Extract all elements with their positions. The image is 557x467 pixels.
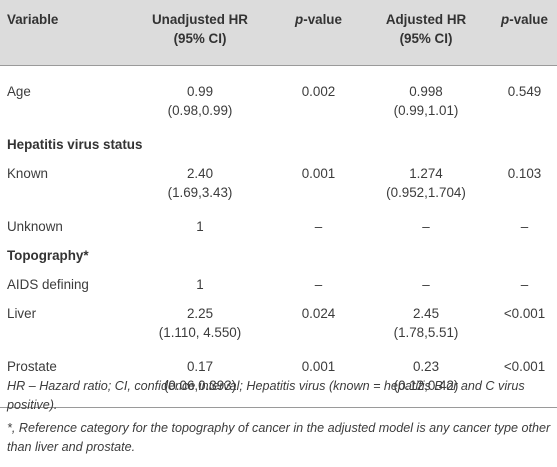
cell-unadjusted-hr: 0.99 (0.98,0.99) — [123, 66, 277, 130]
cell-adjusted-hr: – — [422, 277, 430, 292]
cell-unadjusted-hr: 0.17 (0.06,0.393) — [123, 351, 277, 408]
cell-p-value-1: 0.024 — [301, 306, 336, 321]
cell-adjusted-hr: – — [422, 219, 430, 234]
cell-p-value-1: 0.001 — [277, 351, 360, 408]
cell-unadjusted-hr: 1 — [196, 219, 204, 234]
unadj-hr-value: 2.25 — [186, 306, 214, 321]
cell-unadjusted-hr: 1 — [196, 277, 204, 292]
cell-adjusted-hr: 1.274 (0.952,1.704) — [360, 158, 492, 211]
adj-ci-value: (0.952,1.704) — [386, 185, 466, 200]
cell-adjusted-hr: 0.998 (0.99,1.01) — [360, 66, 492, 130]
cell-p-value-2: 0.549 — [507, 84, 542, 99]
unadj-ci-value: (0.98,0.99) — [167, 103, 233, 118]
header-p2-italic: p — [501, 12, 510, 27]
table-section-hepatitis: Hepatitis virus status — [0, 129, 557, 158]
hazard-ratio-table-container: Variable Unadjusted HR (95% CI) p-value … — [0, 0, 557, 408]
header-p2-rest: -value — [509, 12, 548, 27]
cell-variable: Prostate — [0, 351, 123, 408]
adj-hr-value: 1.274 — [409, 166, 443, 181]
adj-ci-value: (0.12,0.42) — [393, 378, 459, 393]
adj-ci-value: (1.78,5.51) — [393, 325, 459, 340]
header-p-value-2: p-value — [492, 0, 557, 66]
header-p1-rest: -value — [303, 12, 342, 27]
header-variable: Variable — [0, 0, 123, 66]
hazard-ratio-table: Variable Unadjusted HR (95% CI) p-value … — [0, 0, 557, 408]
unadj-ci-value: (0.06,0.393) — [163, 378, 237, 393]
table-row-prostate: Prostate 0.17 (0.06,0.393) 0.001 0.23 (0.1… — [0, 351, 557, 408]
table-row-unknown: Unknown 1 – – – — [0, 211, 557, 240]
table-row-age: Age 0.99 (0.98,0.99) 0.002 0.998 (0.99,1.0… — [0, 66, 557, 130]
adj-ci-value: (0.99,1.01) — [393, 103, 459, 118]
cell-p-value-2: <0.001 — [503, 306, 546, 321]
header-adjusted-line2: (95% CI) — [399, 31, 453, 46]
section-label: Topography* — [7, 248, 89, 263]
cell-variable: AIDS defining — [7, 277, 89, 292]
cell-variable: Liver — [7, 306, 37, 321]
cell-variable: Age — [7, 84, 31, 99]
unadj-hr-value: 2.40 — [186, 166, 214, 181]
header-adjusted-hr: Adjusted HR (95% CI) — [360, 0, 492, 66]
header-unadjusted-hr: Unadjusted HR (95% CI) — [123, 0, 277, 66]
unadj-hr-value: 0.99 — [186, 84, 214, 99]
table-row-liver: Liver 2.25 (1.110, 4.550) 0.024 2.45 (1.78… — [0, 298, 557, 351]
cell-p-value-1: – — [314, 219, 323, 234]
cell-p-value-2: 0.103 — [507, 166, 542, 181]
cell-variable: Unknown — [7, 219, 63, 234]
cell-p-value-2: <0.001 — [492, 351, 557, 408]
cell-p-value-2: – — [520, 219, 529, 234]
unadj-ci-value: (1.69,3.43) — [167, 185, 233, 200]
section-label: Hepatitis virus status — [7, 137, 143, 152]
cell-p-value-1: – — [314, 277, 323, 292]
table-section-topography: Topography* — [0, 240, 557, 269]
cell-unadjusted-hr: 2.25 (1.110, 4.550) — [123, 298, 277, 351]
adj-hr-value: 0.998 — [409, 84, 443, 99]
cell-p-value-2: – — [520, 277, 529, 292]
header-unadjusted-line1: Unadjusted HR — [152, 12, 248, 27]
header-unadjusted-line2: (95% CI) — [173, 31, 227, 46]
cell-adjusted-hr: 2.45 (1.78,5.51) — [360, 298, 492, 351]
table-header-row: Variable Unadjusted HR (95% CI) p-value … — [0, 0, 557, 66]
cell-p-value-1: 0.002 — [301, 84, 336, 99]
adj-hr-value: 2.45 — [412, 306, 440, 321]
unadj-hr-value: 0.17 — [186, 359, 214, 374]
header-p-value-1: p-value — [277, 0, 360, 66]
unadj-ci-value: (1.110, 4.550) — [158, 325, 242, 340]
cell-p-value-1: 0.001 — [301, 166, 336, 181]
header-adjusted-line1: Adjusted HR — [385, 12, 467, 27]
header-p1-italic: p — [295, 12, 304, 27]
table-row-aids-defining: AIDS defining 1 – – – — [0, 269, 557, 298]
table-row-known: Known 2.40 (1.69,3.43) 0.001 1.274 (0.952,… — [0, 158, 557, 211]
footnote-abbreviations: HR – Hazard ratio; CI, confidence interv… — [7, 379, 525, 412]
footnote-reference-category: *, Reference category for the topography… — [7, 421, 551, 454]
adj-hr-value: 0.23 — [412, 359, 440, 374]
cell-variable: Known — [7, 166, 48, 181]
cell-unadjusted-hr: 2.40 (1.69,3.43) — [123, 158, 277, 211]
cell-adjusted-hr: 0.23 (0.12,0.42) — [360, 351, 492, 408]
